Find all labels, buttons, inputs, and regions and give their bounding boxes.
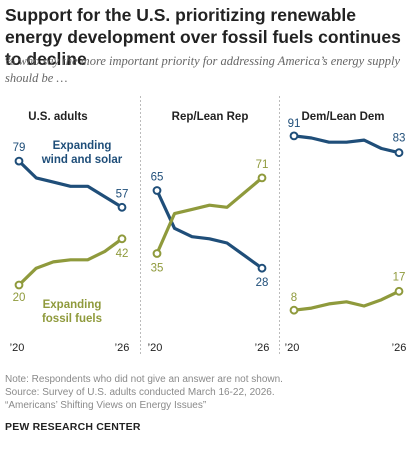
data-label-start: 20	[13, 292, 26, 304]
chart-canvas: U.S. adults ’20 ’26 79 57 20 42 Expanding wind a…	[10, 96, 407, 354]
series-point-fossil	[257, 173, 267, 183]
panel-title: Dem/Lean Dem	[301, 111, 384, 123]
data-label-end: 42	[116, 248, 129, 260]
data-label-start: 91	[288, 118, 301, 130]
series-point-fossil	[289, 305, 299, 315]
series-point-renewable	[257, 263, 267, 273]
series-point-fossil	[394, 286, 404, 296]
series-name-fossil: Expanding fossil fuels	[42, 299, 102, 325]
series-line-renewable	[292, 134, 401, 155]
chart-subtitle: % who say the more important priority fo…	[5, 54, 400, 85]
data-label-start: 65	[151, 172, 164, 184]
series-point-fossil	[117, 234, 127, 244]
x-tick-label: ’26	[115, 342, 130, 354]
data-label-end: 83	[393, 133, 406, 145]
series-name-renewable: Expanding wind and solar	[41, 140, 123, 166]
series-point-fossil	[152, 249, 162, 258]
brand-logo-text: PEW RESEARCH CENTER	[5, 421, 141, 433]
series-point-renewable	[394, 148, 404, 158]
x-tick-label: ’26	[392, 342, 407, 354]
series-line-fossil	[17, 237, 124, 287]
series-point-renewable	[117, 202, 127, 212]
series-name-line: wind and solar	[41, 154, 123, 166]
series-line-renewable	[17, 159, 124, 209]
chart-title: Support for the U.S. prioritizing renewa…	[5, 5, 401, 69]
panel-title: U.S. adults	[28, 111, 87, 123]
footer-report: “Americans’ Shifting Views on Energy Iss…	[5, 400, 207, 411]
panel-title: Rep/Lean Rep	[172, 111, 249, 123]
series-name-line: fossil fuels	[42, 313, 102, 325]
footer-note: Note: Respondents who did not give an an…	[5, 374, 283, 385]
data-label-end: 28	[256, 277, 269, 289]
series-line-fossil	[292, 289, 401, 312]
series-line-renewable	[155, 188, 264, 270]
series-name-line: Expanding	[53, 140, 112, 152]
series-point-renewable	[152, 186, 162, 195]
footer-source: Source: Survey of U.S. adults conducted …	[5, 387, 275, 398]
series-point-fossil	[14, 280, 24, 290]
series-point-renewable	[14, 156, 24, 166]
data-label-start: 35	[151, 263, 164, 275]
series-line-fossil	[155, 176, 264, 256]
chart-panels: U.S. adults ’20 ’26 79 57 20 42 Expanding wind a…	[10, 111, 407, 354]
series-name-line: Expanding	[43, 299, 102, 311]
data-label-end: 71	[256, 159, 269, 171]
x-tick-label: ’20	[285, 342, 300, 354]
x-tick-label: ’20	[10, 342, 25, 354]
data-label-end: 17	[393, 271, 406, 283]
x-tick-label: ’26	[255, 342, 270, 354]
x-tick-label: ’20	[148, 342, 163, 354]
data-label-end: 57	[116, 188, 129, 200]
series-point-renewable	[289, 131, 299, 141]
data-label-start: 79	[13, 142, 26, 154]
data-label-start: 8	[291, 292, 297, 304]
